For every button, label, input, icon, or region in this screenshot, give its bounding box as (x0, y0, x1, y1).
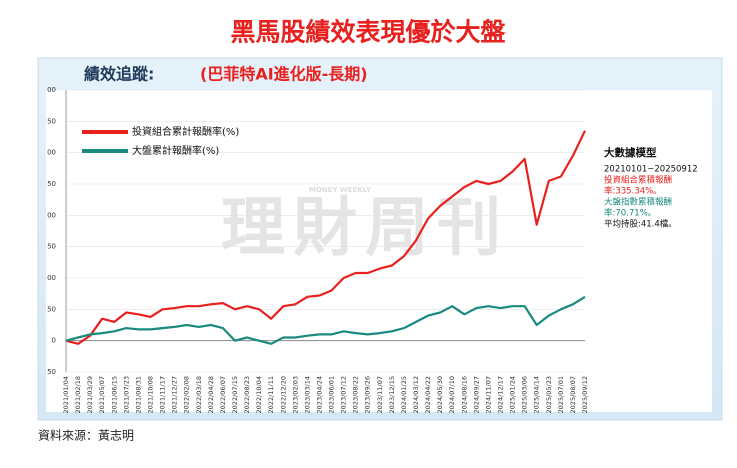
x-tick-label: 2022/12/20 (279, 376, 287, 413)
plot-background (46, 90, 712, 412)
x-tick-label: 2024/09/27 (472, 376, 480, 413)
annotation: 大盤指數累積報酬 (604, 197, 672, 208)
legend-label: 投資組合累計報酬率(%) (132, 125, 239, 138)
x-tick-label: 2023/04/24 (315, 376, 323, 413)
x-tick-label: 2021/11/17 (159, 376, 167, 413)
y-tick-label: 50 (47, 243, 56, 251)
x-tick-label: 2023/08/22 (352, 376, 360, 413)
x-tick-label: 2025/08/07 (569, 376, 577, 413)
annotation: 20210101~20250912 (604, 165, 698, 175)
annotation: 率:70.71%。 (604, 208, 656, 219)
x-tick-label: 2021/01/04 (62, 376, 70, 413)
y-tick-label: 00 (47, 211, 56, 219)
x-tick-label: 2023/12/15 (388, 376, 396, 413)
x-tick-label: 2022/02/08 (183, 376, 191, 413)
series-line (65, 130, 586, 345)
x-tick-label: 2024/12/17 (497, 376, 505, 413)
chart-subtitle: (巴菲特AI進化版-長期) (200, 65, 368, 84)
annotation: 平均持股:41.4檔。 (604, 219, 677, 230)
x-tick-label: 2025/09/12 (581, 376, 589, 413)
x-tick-label: 2021/08/31 (134, 376, 142, 413)
x-tick-label: 2023/07/12 (340, 376, 348, 413)
x-tick-label: 2024/03/12 (412, 376, 420, 413)
x-tick-label: 2021/02/18 (74, 376, 82, 413)
x-tick-label: 2022/03/18 (195, 376, 203, 413)
x-tick-label: 2022/04/28 (207, 376, 215, 413)
x-tick-label: 2025/04/14 (533, 376, 541, 413)
annotation: 大數據模型 (604, 146, 657, 159)
x-tick-label: 2024/07/10 (448, 376, 456, 413)
x-tick-label: 2024/11/07 (484, 376, 492, 413)
x-tick-label: 2022/07/15 (231, 376, 239, 413)
y-tick-label: 50 (47, 180, 56, 188)
x-tick-label: 2021/07/23 (122, 376, 130, 413)
x-tick-label: 2025/05/23 (545, 376, 553, 413)
x-tick-label: 2024/08/16 (460, 376, 468, 413)
x-tick-label: 2024/04/22 (424, 376, 432, 413)
y-tick-label: 50 (47, 368, 56, 376)
x-tick-label: 2025/01/24 (509, 376, 517, 413)
x-tick-label: 2021/03/29 (86, 376, 94, 413)
annotation: 投資組合累積報酬 (604, 175, 672, 186)
y-tick-label: 0 (52, 337, 56, 345)
x-tick-label: 2023/02/03 (291, 376, 299, 413)
x-tick-label: 2025/07/01 (557, 376, 565, 413)
x-tick-label: 2023/06/01 (328, 376, 336, 413)
x-tick-label: 2022/08/23 (243, 376, 251, 413)
page-title: 黑馬股績效表現優於大盤 (230, 18, 506, 47)
x-tick-label: 2021/10/08 (146, 376, 154, 413)
x-tick-label: 2021/06/15 (110, 376, 118, 413)
x-tick-label: 2023/11/07 (376, 376, 384, 413)
y-tick-label: 50 (47, 117, 56, 125)
x-tick-label: 2025/03/06 (521, 376, 529, 413)
legend-label: 大盤累計報酬率(%) (132, 144, 219, 157)
x-tick-label: 2024/01/25 (400, 376, 408, 413)
x-tick-label: 2021/05/07 (98, 376, 106, 413)
x-tick-label: 2022/11/11 (267, 376, 275, 413)
series-line (65, 295, 586, 345)
y-tick-label: 00 (47, 274, 56, 282)
y-tick-label: 00 (47, 86, 56, 94)
chart-title: 績效追蹤: (84, 65, 154, 84)
x-tick-label: 2022/10/04 (255, 376, 263, 413)
y-tick-label: 00 (47, 149, 56, 157)
watermark: 理財周刊 (221, 192, 509, 266)
x-tick-label: 2024/05/30 (436, 376, 444, 413)
source: 資料來源：黃志明 (38, 429, 134, 443)
watermark: MONEY WEEKLY (309, 186, 372, 194)
x-tick-label: 2023/03/14 (303, 376, 311, 413)
y-tick-label: 50 (47, 305, 56, 313)
x-tick-label: 2022/06/07 (219, 376, 227, 413)
annotation: 率:335.34%。 (604, 186, 662, 197)
x-tick-label: 2021/12/27 (171, 376, 179, 413)
x-tick-label: 2023/09/26 (364, 376, 372, 413)
